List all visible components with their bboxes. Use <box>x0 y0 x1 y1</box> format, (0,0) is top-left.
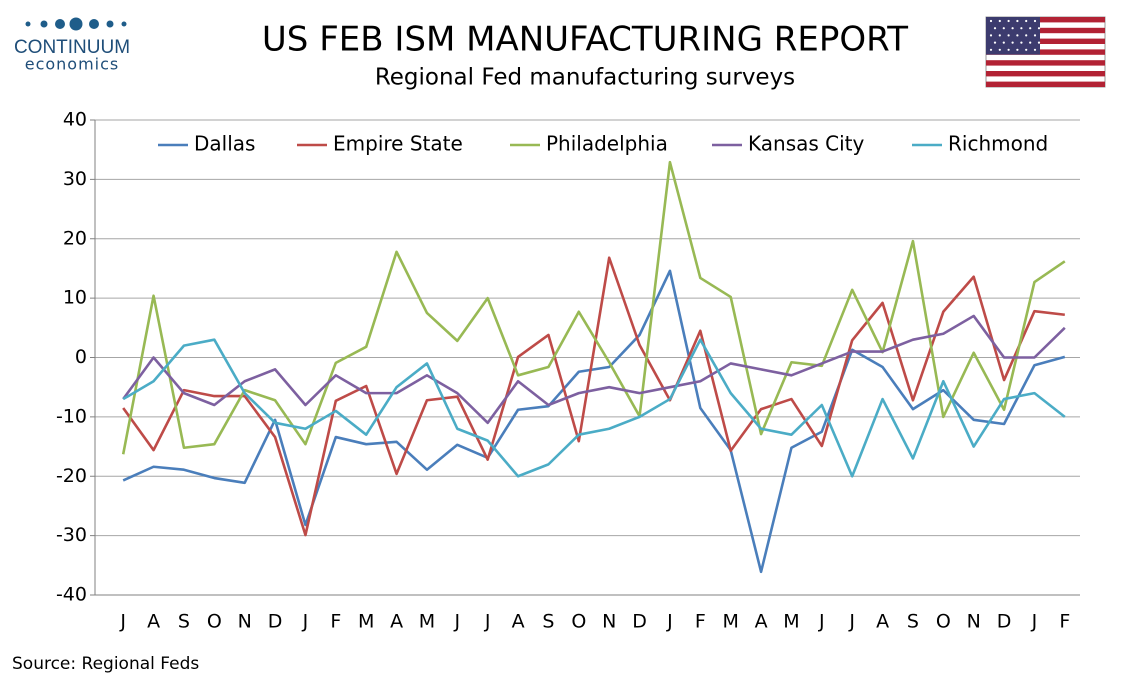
flag-star <box>989 48 993 51</box>
flag-star <box>998 48 1001 51</box>
series-line <box>122 256 1065 537</box>
x-tick-label: N <box>238 611 252 633</box>
legend-label: Kansas City <box>748 132 865 156</box>
flag-star <box>1020 41 1023 44</box>
logo-tagline: economics <box>25 55 120 74</box>
series-line <box>122 314 1066 425</box>
logo-dot <box>25 21 31 27</box>
y-tick-label: 10 <box>63 287 87 309</box>
x-tick-label: O <box>571 611 586 633</box>
flag-star <box>998 19 1001 23</box>
flag-canton <box>986 17 1040 55</box>
logo-dot <box>40 20 48 28</box>
series-line <box>122 338 1066 478</box>
y-tick-label: -30 <box>56 524 87 546</box>
x-tick-label: N <box>967 611 981 633</box>
chart-subtitle: Regional Fed manufacturing surveys <box>375 65 795 91</box>
flag-star <box>989 34 993 37</box>
x-tick-label: J <box>666 611 673 633</box>
logo: CONTINUUM economics <box>14 17 130 74</box>
x-tick-label: J <box>454 611 461 633</box>
logo-name: CONTINUUM <box>14 37 130 58</box>
x-tick-label: M <box>722 611 738 633</box>
x-tick-label: F <box>695 611 706 633</box>
flag-star <box>1016 19 1019 23</box>
x-tick-label: S <box>907 611 919 633</box>
x-tick-label: M <box>419 611 435 633</box>
x-tick-label: D <box>997 611 1012 633</box>
y-tick-label: -40 <box>56 584 87 606</box>
flag-star <box>1007 19 1010 23</box>
x-tick-label: J <box>818 611 825 633</box>
y-tick-label: -10 <box>56 405 87 427</box>
x-tick-label: S <box>542 611 554 633</box>
flag-star <box>1016 48 1019 51</box>
flag-star <box>1029 27 1032 30</box>
flag-star <box>989 19 993 23</box>
x-tick-label: N <box>602 611 616 633</box>
flag-star <box>1037 41 1041 44</box>
series-line <box>121 160 1066 455</box>
source-note: Source: Regional Feds <box>12 654 199 674</box>
series-line <box>122 269 1066 574</box>
logo-dot <box>55 19 65 29</box>
x-tick-label: J <box>848 611 855 633</box>
x-tick-label: J <box>1031 611 1038 633</box>
x-tick-label: M <box>358 611 374 633</box>
flag-star <box>993 27 997 30</box>
x-tick-label: O <box>207 611 222 633</box>
flag-star <box>1011 41 1014 44</box>
x-tick-label: J <box>302 611 309 633</box>
flag-star <box>1011 27 1014 30</box>
x-tick-label: A <box>390 611 403 633</box>
x-tick-label: J <box>484 611 491 633</box>
legend-label: Philadelphia <box>546 132 668 156</box>
flag-star <box>1025 19 1028 23</box>
flag-star <box>1002 41 1005 44</box>
y-tick-label: 20 <box>63 227 87 249</box>
x-tick-label: D <box>268 611 283 633</box>
flag-star <box>1025 48 1028 51</box>
legend-label: Richmond <box>948 132 1048 156</box>
x-tick-label: S <box>178 611 190 633</box>
logo-dot <box>89 19 99 29</box>
flag-star <box>993 41 997 44</box>
y-tick-label: 30 <box>63 168 87 190</box>
x-tick-label: A <box>755 611 768 633</box>
flag-star <box>1007 48 1010 51</box>
chart-title: US FEB ISM MANUFACTURING REPORT <box>262 20 908 60</box>
flag-star <box>1033 34 1037 37</box>
flag-star <box>1025 34 1028 37</box>
logo-dot <box>69 17 83 31</box>
legend-label: Empire State <box>333 132 463 156</box>
flag-star <box>998 34 1001 37</box>
x-tick-label: A <box>512 611 525 633</box>
flag-stripes <box>986 17 1105 87</box>
flag-star <box>1037 27 1041 30</box>
x-tick-label: F <box>330 611 341 633</box>
x-tick-label: J <box>119 611 126 633</box>
x-tick-label: O <box>936 611 951 633</box>
flag-star <box>1002 27 1005 30</box>
x-tick-label: A <box>147 611 160 633</box>
flag-star <box>1007 34 1010 37</box>
logo-dot <box>121 21 127 27</box>
y-tick-label: 40 <box>63 109 87 131</box>
logo-dot <box>106 20 114 28</box>
y-tick-label: -20 <box>56 465 87 487</box>
x-tick-label: M <box>783 611 799 633</box>
flag-star <box>1033 48 1037 51</box>
x-tick-label: A <box>876 611 889 633</box>
flag-star <box>1029 41 1032 44</box>
y-tick-label: 0 <box>75 346 87 368</box>
x-tick-label: F <box>1059 611 1070 633</box>
flag-star <box>1016 34 1019 37</box>
x-tick-label: D <box>632 611 647 633</box>
flag <box>985 16 1106 88</box>
legend-label: Dallas <box>194 132 255 156</box>
flag-star <box>1033 19 1037 23</box>
flag-star <box>1020 27 1023 30</box>
